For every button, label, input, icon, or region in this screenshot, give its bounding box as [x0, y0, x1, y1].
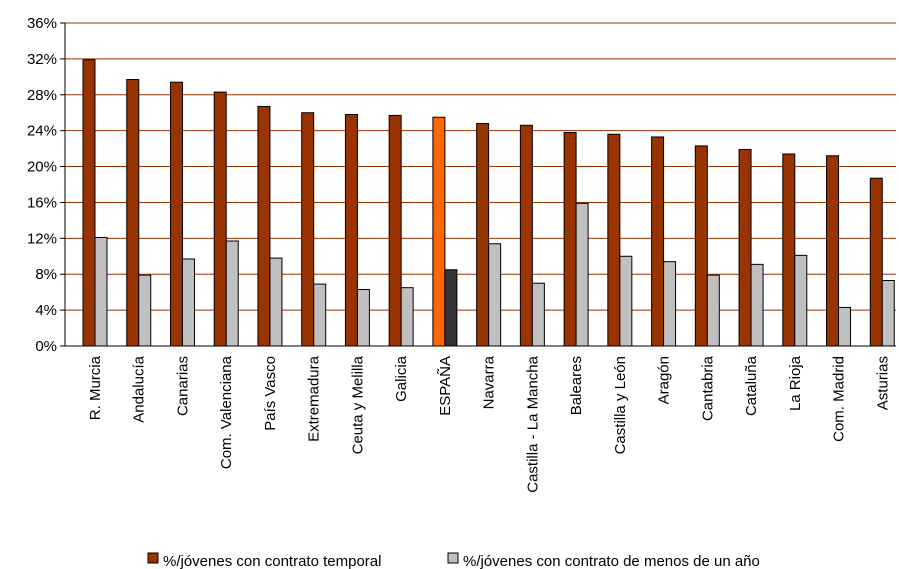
- x-tick-label: Canarias: [174, 356, 191, 416]
- x-tick-label: Baleares: [568, 356, 585, 415]
- x-tick-label: Galicia: [393, 355, 410, 402]
- bar-series-1: [651, 136, 665, 347]
- x-tick-label: Castilla - La Mancha: [524, 355, 541, 492]
- bar-series-1: [607, 133, 621, 347]
- bar-series-2: [663, 261, 677, 347]
- bar-series-1: [694, 145, 708, 347]
- bar-series-2: [619, 255, 633, 347]
- bar-series-1: [301, 112, 315, 347]
- legend-label-series-1: %/jóvenes con contrato temporal: [163, 553, 381, 569]
- bar-series-1: [169, 81, 183, 347]
- y-tick-label: 16%: [27, 194, 57, 211]
- bar-series-2: [794, 254, 808, 347]
- x-tick-label: Cantabria: [699, 355, 716, 421]
- y-axis: 0% 4% 8% 12% 16% 20% 24% 28% 32% 36%: [27, 15, 66, 355]
- bar-series-1: [344, 114, 358, 347]
- bar-series-1: [432, 116, 446, 347]
- legend-label-series-2: %/jóvenes con contrato de menos de un añ…: [463, 553, 760, 569]
- bar-series-1: [213, 91, 227, 347]
- legend-swatch-series-2: [447, 552, 459, 564]
- bar-series-2: [706, 274, 720, 347]
- x-tick-label: Ceuta y Melilla: [349, 355, 366, 454]
- bar-series-1: [782, 153, 796, 347]
- bar-series-2: [838, 306, 852, 347]
- x-tick-label: La Rioja: [787, 355, 804, 411]
- x-tick-label: País Vasco: [262, 356, 279, 431]
- bar-series-2: [356, 288, 370, 347]
- bar-series-2: [400, 287, 414, 347]
- bar-series-1: [257, 105, 271, 347]
- bar-series-2: [225, 240, 239, 347]
- bar-series-2: [313, 283, 327, 347]
- bar-series-1: [869, 177, 883, 347]
- x-tick-label: ESPAÑA: [437, 356, 454, 416]
- x-tick-label: Asturias: [874, 356, 891, 410]
- x-tick-label: Cataluña: [743, 355, 760, 416]
- bar-series-2: [575, 202, 589, 347]
- bar-series-1: [388, 114, 402, 347]
- x-axis: R. Murcia Andalucía Canarias Com. Valencian…: [65, 345, 896, 493]
- bar-series-2: [138, 274, 152, 347]
- y-tick-label: 8%: [35, 266, 57, 283]
- bar-series-1: [519, 124, 533, 347]
- y-tick-label: 36%: [27, 15, 57, 32]
- bar-series-2: [181, 258, 195, 347]
- y-tick-label: 4%: [35, 302, 57, 319]
- bars: [82, 59, 895, 347]
- bar-series-2: [94, 236, 108, 347]
- x-tick-label: R. Murcia: [87, 355, 104, 420]
- legend: %/jóvenes con contrato temporal %/jóvene…: [147, 552, 760, 569]
- bar-series-2: [269, 257, 283, 347]
- y-tick-label: 24%: [27, 123, 57, 140]
- bar-series-2: [881, 280, 895, 347]
- bar-series-1: [126, 79, 140, 347]
- bar-series-1: [82, 59, 96, 347]
- y-tick-label: 12%: [27, 230, 57, 247]
- y-tick-label: 28%: [27, 87, 57, 104]
- bar-series-1: [563, 131, 577, 347]
- x-tick-label: Extremadura: [306, 355, 323, 442]
- x-tick-label: Castilla y León: [612, 356, 629, 454]
- y-tick-label: 32%: [27, 51, 57, 68]
- bar-series-2: [444, 269, 458, 347]
- bar-series-1: [826, 155, 840, 347]
- x-tick-label: Navarra: [481, 355, 498, 409]
- x-tick-label: Com. Valenciana: [218, 355, 235, 469]
- bar-series-1: [476, 122, 490, 347]
- bar-series-2: [488, 243, 502, 347]
- x-tick-label: Aragón: [656, 356, 673, 404]
- bar-series-1: [738, 149, 752, 347]
- bar-series-2: [531, 282, 545, 347]
- y-tick-label: 20%: [27, 159, 57, 176]
- x-tick-label: Andalucía: [131, 355, 148, 422]
- y-tick-label: 0%: [35, 338, 57, 355]
- legend-swatch-series-1: [147, 552, 159, 564]
- x-tick-label: Com. Madrid: [831, 356, 848, 442]
- bar-series-2: [750, 263, 764, 347]
